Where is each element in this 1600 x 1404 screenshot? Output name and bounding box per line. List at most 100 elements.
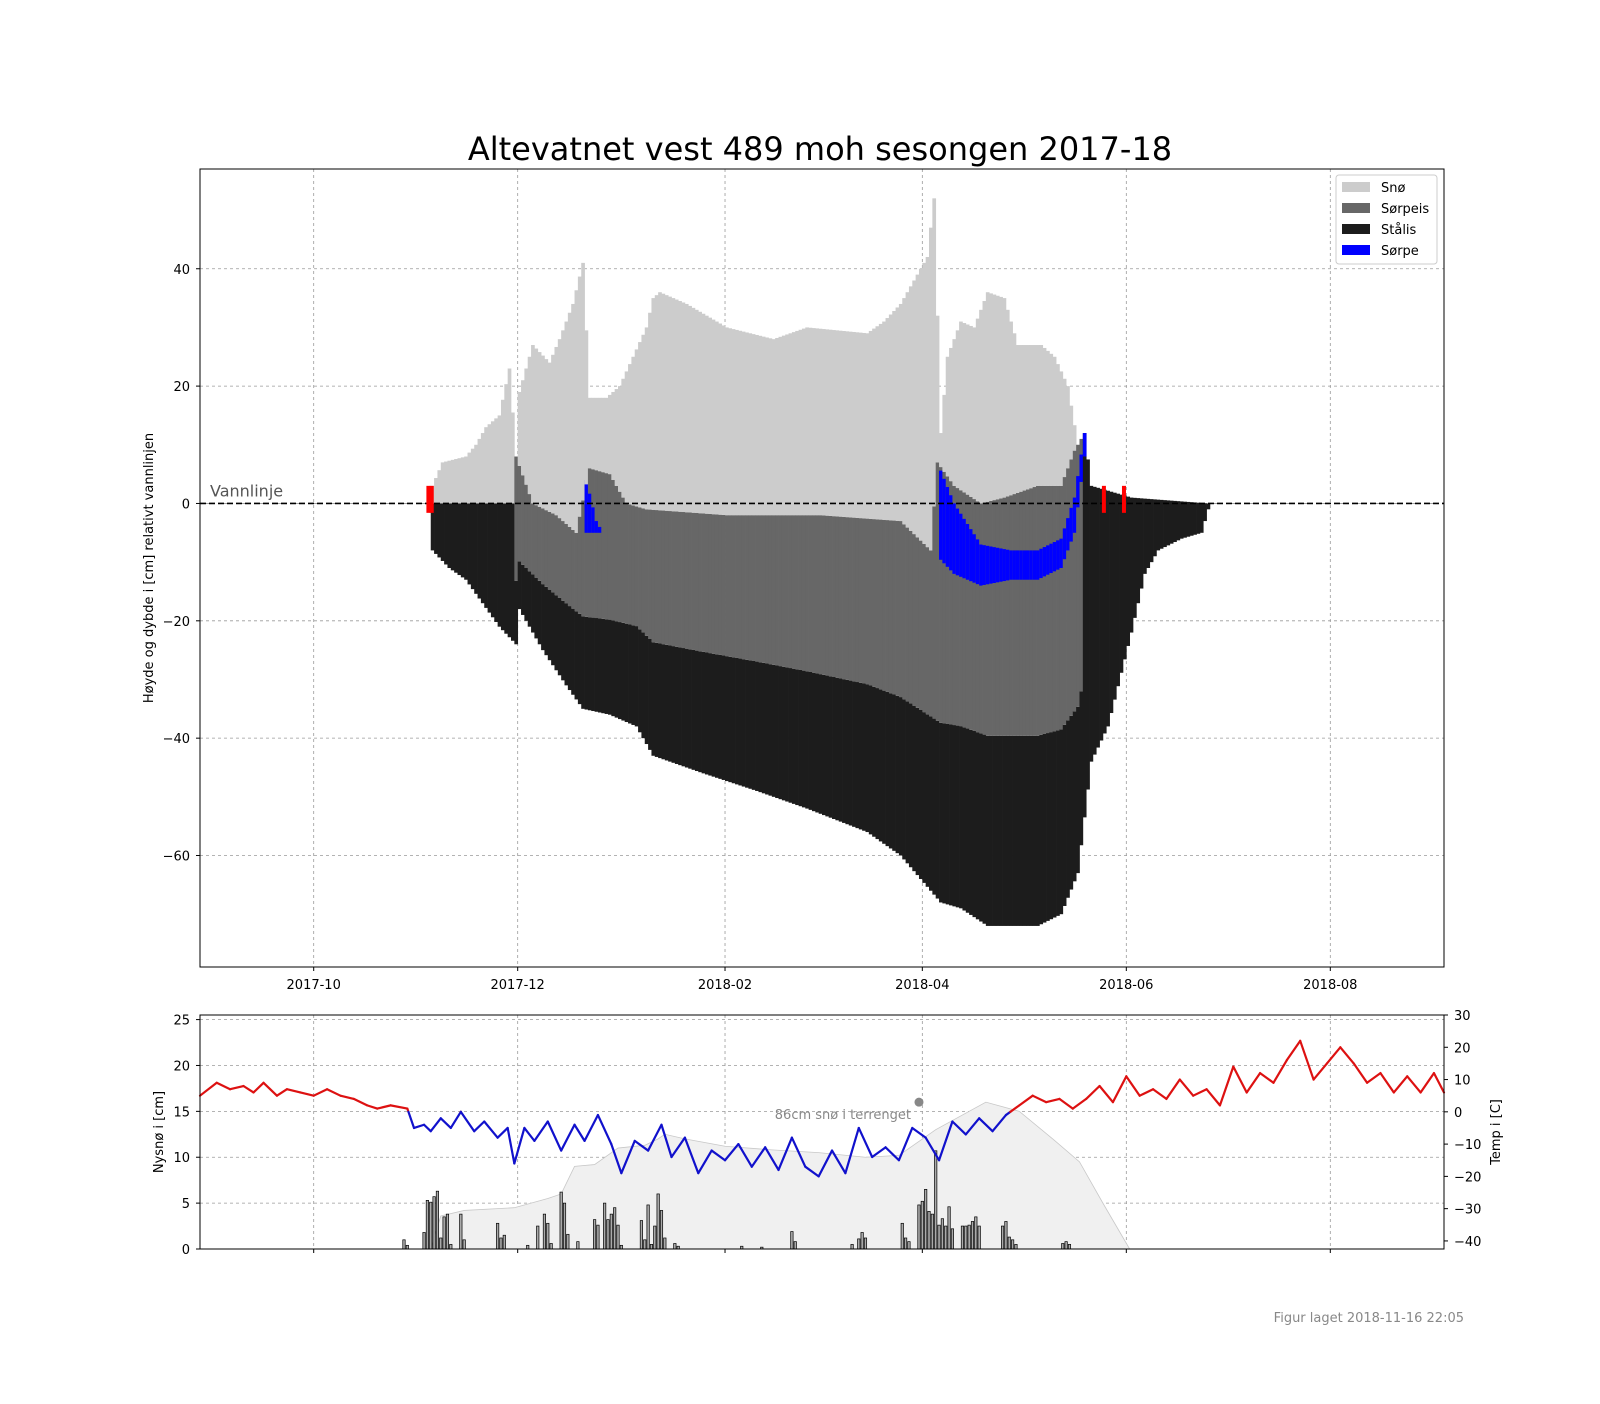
- slush-ice-bar: [1015, 492, 1020, 736]
- new-snow-bar: [1064, 1241, 1068, 1250]
- temperature-segment: [252, 1081, 265, 1094]
- slush-ice-bar: [631, 505, 636, 626]
- black-ice-bar: [721, 655, 726, 780]
- new-snow-bar: [449, 1244, 453, 1250]
- black-ice-bar: [651, 642, 656, 756]
- black-ice-bar: [725, 656, 729, 782]
- new-snow-bar: [432, 1196, 436, 1250]
- slush-ice-bar: [969, 496, 973, 730]
- slush-ice-bar: [788, 515, 793, 669]
- snow-bar: [965, 324, 970, 495]
- temperature-segment: [228, 1084, 245, 1091]
- snow-bar: [574, 290, 579, 533]
- new-snow-bar: [863, 1237, 868, 1250]
- black-ice-bar: [1002, 735, 1007, 926]
- slush-ice-bar: [594, 470, 599, 619]
- black-ice-bar: [912, 705, 916, 872]
- new-snow-bar: [937, 1224, 941, 1250]
- slush-bar: [942, 478, 947, 564]
- new-snow-bar: [907, 1241, 911, 1250]
- new-snow-bar: [619, 1244, 623, 1250]
- snow-bar: [601, 397, 605, 473]
- temperature-segment: [198, 1081, 218, 1097]
- slush-ice-bar: [995, 499, 1000, 736]
- temperature-segment: [366, 1104, 379, 1110]
- sub-y-tick-label: 0: [182, 1243, 190, 1258]
- slush-ice-bar: [741, 515, 746, 660]
- slush-ice-bar: [771, 515, 776, 665]
- snow-bar: [664, 295, 669, 511]
- snow-bar: [631, 356, 636, 506]
- black-ice-bar: [440, 503, 445, 561]
- black-ice-bar: [959, 726, 963, 909]
- slush-bar: [945, 487, 950, 567]
- snow-bar: [517, 391, 522, 466]
- snow-bar: [537, 352, 542, 507]
- slush-ice-bar: [731, 515, 736, 658]
- slush-ice-bar: [644, 509, 649, 636]
- temperature-segment: [339, 1094, 355, 1101]
- temperature-segment: [951, 1120, 967, 1136]
- slush-bar: [969, 529, 973, 582]
- slush-ice-bar: [862, 518, 866, 684]
- slush-ice-bar: [604, 473, 609, 620]
- temperature-segment: [764, 1146, 780, 1172]
- slush-bar: [999, 548, 1003, 582]
- temperature-segment: [275, 1088, 289, 1097]
- slush-ice-bar: [815, 515, 820, 674]
- black-ice-bar: [624, 623, 629, 723]
- slush-ice-bar: [661, 510, 666, 645]
- temperature-segment: [1018, 1094, 1034, 1107]
- slush-bar: [1039, 548, 1044, 579]
- black-ice-bar: [618, 622, 622, 720]
- temperature-segment: [777, 1136, 794, 1172]
- snow-bar: [1015, 345, 1020, 493]
- black-ice-bar: [661, 644, 666, 760]
- slush-ice-bar: [865, 518, 870, 685]
- black-ice-bar: [534, 577, 539, 639]
- slush-ice-bar: [567, 526, 572, 607]
- black-ice-bar: [748, 660, 753, 789]
- temperature-segment: [573, 1123, 586, 1142]
- snow-bar: [564, 321, 569, 524]
- black-ice-bar: [671, 646, 676, 763]
- new-snow-bar: [609, 1213, 613, 1250]
- black-ice-bar: [952, 725, 957, 907]
- new-snow-bar: [405, 1244, 409, 1250]
- black-ice-bar: [798, 669, 803, 807]
- sub-y2-tick-label: 0: [1454, 1106, 1462, 1121]
- snow-bar: [1046, 350, 1050, 486]
- slush-ice-bar: [621, 497, 626, 623]
- black-ice-bar: [761, 662, 766, 794]
- black-ice-bar: [728, 656, 733, 783]
- temperature-segment: [1258, 1071, 1275, 1084]
- new-snow-bar: [790, 1231, 794, 1250]
- black-ice-bar: [604, 619, 609, 714]
- slush-bar: [594, 521, 599, 533]
- slush-ice-bar: [641, 508, 646, 633]
- slush-ice-bar: [524, 484, 529, 568]
- main-x-tick-label: 2018-08: [1303, 978, 1357, 993]
- snow-bar: [444, 461, 448, 504]
- temperature-segment: [1098, 1084, 1115, 1104]
- observation-marker: [426, 485, 431, 513]
- snow-bar: [484, 427, 488, 504]
- temperature-segment: [1285, 1039, 1302, 1062]
- slush-ice-bar: [818, 515, 823, 675]
- black-ice-bar: [865, 684, 870, 833]
- new-snow-bar: [977, 1225, 981, 1250]
- snow-bar: [848, 331, 853, 518]
- slush-ice-bar: [972, 499, 977, 731]
- new-snow-bar: [857, 1238, 861, 1250]
- black-ice-bar: [1089, 485, 1094, 762]
- slush-bar: [949, 495, 953, 571]
- temperature-segment: [1218, 1065, 1235, 1107]
- black-ice-bar: [949, 724, 953, 906]
- slush-bar: [1079, 454, 1084, 482]
- slush-ice-bar: [999, 498, 1003, 736]
- slush-bar: [1072, 497, 1077, 533]
- slush-ice-bar: [962, 492, 967, 728]
- snow-bar: [450, 459, 455, 504]
- snow-bar: [521, 380, 525, 476]
- slush-ice-bar: [1066, 468, 1070, 721]
